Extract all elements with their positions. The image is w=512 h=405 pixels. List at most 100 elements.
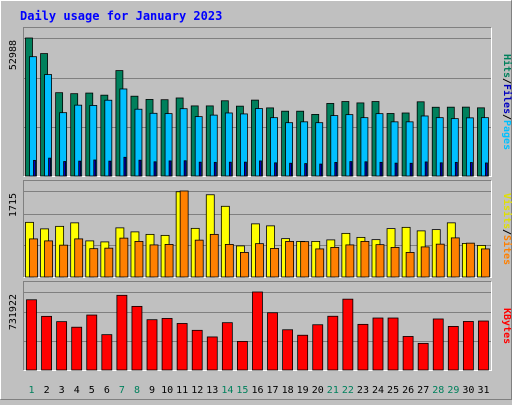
bar-hits-files-9 [149,112,158,177]
bar-visits-sites-16 [255,243,264,278]
x-tick-label-1: 1 [29,385,35,396]
bar-visits-sites-1 [29,238,38,278]
x-tick-label-24: 24 [372,385,384,396]
max-label-visits: 1715 [8,193,19,217]
bar-hits-files-17 [270,117,278,177]
bar-visits-sites-2 [44,240,53,278]
bar-visits-sites-31 [481,248,490,278]
plot-border-dark-hits [23,27,492,177]
bar-visits-sites-15 [240,252,249,278]
legend-label-hits-3: / [501,114,512,120]
x-tick-label-10: 10 [161,385,173,396]
x-tick-label-19: 19 [297,385,309,396]
bar-kbytes-kbytes-14 [221,322,233,371]
bar-hits-pages-30 [469,162,473,177]
bar-hits-files-15 [240,113,248,177]
bar-visits-sites-8 [134,240,144,278]
x-tick-label-5: 5 [89,385,95,396]
bar-hits-pages-11 [183,160,187,177]
legend-label-visits-2: Sites [501,235,512,265]
bar-visits-sites-4 [74,238,84,278]
bar-kbytes-kbytes-8 [131,305,143,371]
bar-kbytes-kbytes-24 [372,317,384,371]
x-tick-label-27: 27 [417,385,429,396]
x-tick-label-26: 26 [402,385,414,396]
legend-label-kbytes-0: KBytes [501,308,512,344]
bar-visits-sites-11 [179,190,189,278]
bar-hits-files-21 [330,115,339,177]
legend-visits: Visits/Sites [501,193,512,265]
bar-hits-files-20 [315,122,324,177]
bar-kbytes-kbytes-17 [267,312,278,371]
bar-kbytes-kbytes-30 [462,321,474,371]
x-tick-label-22: 22 [342,385,354,396]
bar-kbytes-kbytes-28 [432,318,444,371]
bar-hits-pages-10 [168,160,172,177]
x-tick-label-29: 29 [447,385,459,396]
x-tick-label-15: 15 [236,385,248,396]
bar-hits-pages-16 [259,160,262,177]
bar-visits-sites-27 [420,246,430,278]
bar-kbytes-kbytes-27 [417,342,429,371]
bar-hits-files-3 [59,112,68,177]
x-tick-label-23: 23 [357,385,369,396]
bar-hits-files-30 [465,117,474,177]
bar-visits-sites-9 [149,244,159,278]
bar-visits-sites-17 [270,248,279,278]
bar-hits-files-8 [134,108,143,177]
bar-kbytes-kbytes-31 [478,320,489,371]
bar-kbytes-kbytes-25 [387,317,399,371]
plot-border-light-visits [23,180,492,278]
x-tick-label-2: 2 [44,385,50,396]
x-tick-label-7: 7 [119,385,125,396]
bar-visits-sites-23 [360,240,370,278]
bar-hits-files-24 [375,113,384,177]
x-tick-label-13: 13 [206,385,218,396]
x-tick-label-16: 16 [251,385,263,396]
bar-visits-sites-7 [119,237,129,278]
bar-hits-pages-31 [485,162,488,177]
bar-hits-pages-1 [33,159,36,177]
bar-hits-pages-8 [138,159,142,177]
bar-hits-files-7 [119,88,128,177]
bar-kbytes-kbytes-9 [146,319,158,371]
bar-hits-pages-24 [379,161,383,177]
bar-hits-files-25 [390,121,399,177]
bar-kbytes-kbytes-23 [357,323,369,371]
bar-kbytes-kbytes-16 [252,291,263,371]
bar-visits-sites-22 [345,244,355,278]
bar-hits-files-31 [481,117,489,177]
x-tick-label-21: 21 [327,385,339,396]
bar-hits-pages-27 [424,161,428,177]
x-tick-label-17: 17 [267,385,279,396]
x-tick-label-25: 25 [387,385,399,396]
bar-kbytes-kbytes-13 [206,336,218,371]
legend-label-visits-1: / [501,229,512,235]
legend-label-hits-1: / [501,78,512,84]
bar-kbytes-kbytes-12 [191,329,203,371]
x-tick-label-12: 12 [191,385,203,396]
x-tick-label-8: 8 [134,385,140,396]
bar-hits-files-18 [285,122,293,177]
bar-kbytes-kbytes-20 [312,324,324,371]
panel-kbytes: 731922 KBytes [8,281,512,371]
bar-hits-pages-15 [244,161,247,177]
bar-hits-files-11 [179,108,188,177]
legend-kbytes: KBytes [501,308,512,344]
bar-visits-sites-10 [164,244,174,278]
bar-hits-pages-28 [439,162,443,177]
bar-kbytes-kbytes-10 [161,318,173,371]
x-tick-label-31: 31 [477,385,489,396]
bar-visits-sites-18 [285,240,294,278]
bar-hits-files-6 [104,99,113,177]
bar-hits-files-2 [44,74,52,177]
bar-kbytes-kbytes-6 [101,334,113,371]
bar-hits-pages-3 [63,161,67,177]
bar-visits-sites-25 [390,247,400,278]
bar-kbytes-kbytes-11 [176,323,188,371]
bar-hits-files-5 [89,105,98,177]
bar-hits-pages-29 [454,161,458,177]
bar-visits-sites-13 [209,233,219,278]
bar-kbytes-kbytes-5 [86,314,98,371]
bar-hits-pages-7 [123,156,127,177]
